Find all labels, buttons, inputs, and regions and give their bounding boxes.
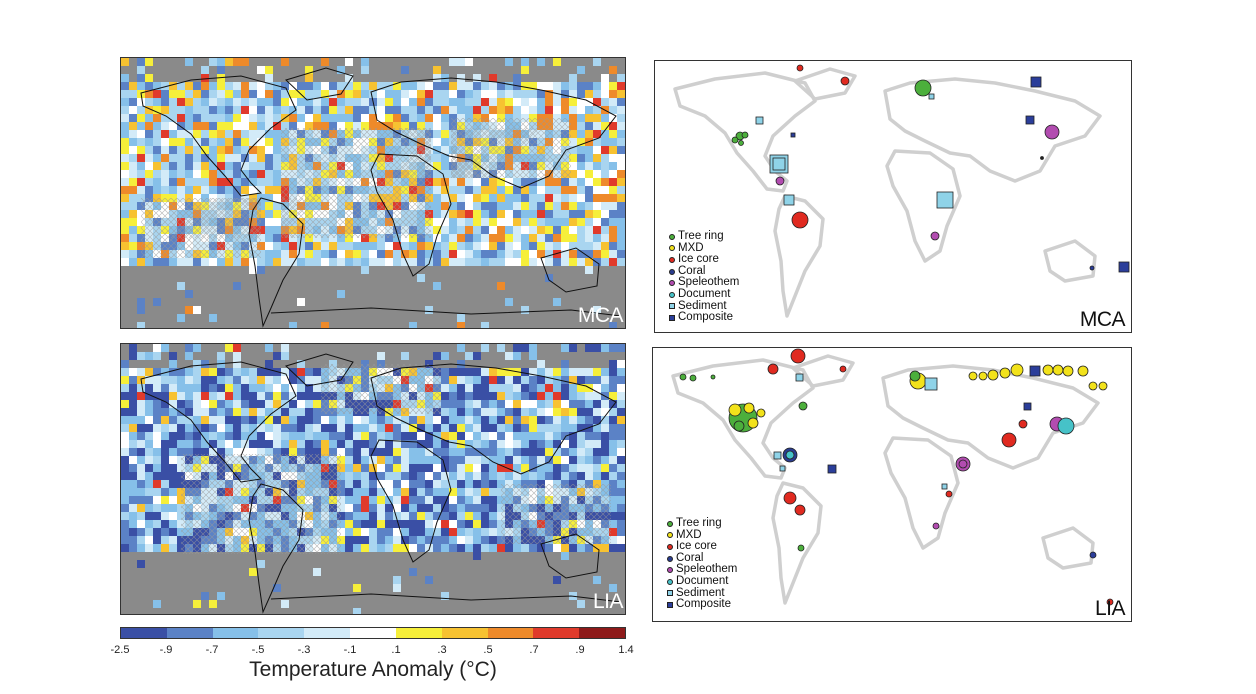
legend-symbol-icon bbox=[667, 567, 673, 574]
colorbar-tick-label: .3 bbox=[437, 644, 447, 656]
legend-item: Speleothem bbox=[669, 277, 739, 289]
proxy-sites-mca bbox=[673, 64, 1130, 318]
world-land-outline bbox=[671, 354, 1100, 605]
legend-symbol-icon bbox=[667, 520, 673, 527]
period-label-lia: LIA bbox=[592, 590, 624, 613]
colorbar-swatch bbox=[350, 628, 396, 638]
colorbar-tick-label: 1.4 bbox=[618, 644, 634, 656]
legend-item: Composite bbox=[669, 312, 739, 324]
legend-label: Sediment bbox=[678, 299, 727, 312]
legend-symbol-icon bbox=[669, 314, 675, 321]
colorbar-ticks: -2.5 -.9 -.7 -.5 -.3 -.1 .1 .3 .5 .7 .9 1.4 bbox=[111, 644, 634, 658]
world-land-outline bbox=[673, 67, 1102, 318]
legend-symbol-icon bbox=[669, 280, 675, 287]
anomaly-map-mca: MCA bbox=[120, 57, 626, 329]
legend-item: Composite bbox=[667, 599, 737, 611]
legend-item: MXD bbox=[667, 528, 737, 542]
proxy-legend-lia: Tree ring MXD Ice core Coral Speleothem Docum… bbox=[667, 517, 737, 611]
colorbar-swatch bbox=[258, 628, 305, 638]
legend-item: Document bbox=[667, 574, 737, 588]
colorbar-tick-label: -.3 bbox=[297, 644, 311, 656]
colorbar-swatch bbox=[533, 628, 580, 638]
period-label-proxy-mca: MCA bbox=[1079, 308, 1126, 331]
legend-label: Coral bbox=[678, 264, 706, 277]
legend-symbol-icon bbox=[669, 291, 675, 298]
legend-symbol-icon bbox=[667, 555, 673, 562]
anomaly-cells bbox=[121, 58, 625, 328]
colorbar-tick-label: -2.5 bbox=[110, 644, 130, 656]
legend-label: Composite bbox=[676, 598, 731, 611]
colorbar-tick-label: -.9 bbox=[159, 644, 173, 656]
legend-symbol-icon bbox=[667, 532, 673, 539]
legend-label: Document bbox=[678, 287, 731, 300]
legend-symbol-icon bbox=[667, 578, 673, 585]
colorbar-tick-label: .1 bbox=[391, 644, 401, 656]
coastline-outline bbox=[140, 353, 622, 614]
legend-label: MXD bbox=[678, 241, 704, 254]
legend-symbol-icon bbox=[669, 233, 675, 240]
legend-label: Ice core bbox=[676, 540, 717, 553]
anomaly-grid-mca bbox=[121, 58, 625, 328]
proxy-legend-mca: Tree ring MXD Ice core Coral Speleothem Docum… bbox=[669, 230, 739, 324]
proxy-markers bbox=[679, 348, 1114, 606]
legend-symbol-icon bbox=[667, 601, 673, 608]
proxy-map-lia: Tree ring MXD Ice core Coral Speleothem Docum… bbox=[652, 347, 1132, 622]
legend-symbol-icon bbox=[669, 245, 675, 252]
legend-label: Tree ring bbox=[678, 230, 724, 242]
colorbar-swatch bbox=[121, 628, 167, 638]
legend-item: Sediment bbox=[667, 586, 737, 600]
legend-symbol-icon bbox=[667, 590, 673, 597]
legend-label: Document bbox=[676, 574, 729, 587]
proxy-markers bbox=[731, 64, 1130, 273]
legend-label: Sediment bbox=[676, 586, 725, 599]
legend-label: Composite bbox=[678, 311, 733, 324]
legend-item: Speleothem bbox=[667, 564, 737, 576]
colorbar-tick-label: .7 bbox=[529, 644, 539, 656]
colorbar-tick-label: -.5 bbox=[251, 644, 265, 656]
legend-symbol-icon bbox=[667, 543, 673, 550]
legend-item: Ice core bbox=[669, 254, 739, 266]
legend-label: MXD bbox=[676, 528, 702, 541]
colorbar-title: Temperature Anomaly (°C) bbox=[249, 658, 497, 681]
legend-item: MXD bbox=[669, 241, 739, 255]
legend-symbol-icon bbox=[669, 256, 675, 263]
anomaly-map-lia: LIA bbox=[120, 343, 626, 615]
colorbar-swatch bbox=[212, 628, 259, 638]
colorbar-swatch bbox=[166, 628, 213, 638]
colorbar-tick-label: .5 bbox=[483, 644, 493, 656]
legend-label: Ice core bbox=[678, 253, 719, 266]
colorbar-swatch bbox=[395, 628, 442, 638]
legend-item: Document bbox=[669, 287, 739, 301]
proxy-sites-lia bbox=[671, 348, 1114, 606]
temperature-colorbar bbox=[120, 627, 626, 639]
legend-symbol-icon bbox=[669, 303, 675, 310]
colorbar-swatch bbox=[487, 628, 534, 638]
legend-item: Coral bbox=[669, 264, 739, 278]
legend-item: Coral bbox=[667, 551, 737, 565]
colorbar-tick-label: -.7 bbox=[205, 644, 219, 656]
legend-item: Tree ring bbox=[667, 517, 737, 530]
anomaly-grid-lia bbox=[121, 344, 625, 614]
legend-label: Coral bbox=[676, 551, 704, 564]
legend-symbol-icon bbox=[669, 268, 675, 275]
legend-item: Ice core bbox=[667, 541, 737, 553]
legend-item: Tree ring bbox=[669, 230, 739, 243]
period-label-mca: MCA bbox=[577, 304, 624, 327]
colorbar-swatch bbox=[304, 628, 351, 638]
coastline-outline bbox=[140, 67, 622, 328]
colorbar-swatch bbox=[441, 628, 488, 638]
legend-item: Sediment bbox=[669, 299, 739, 313]
proxy-map-mca: Tree ring MXD Ice core Coral Speleothem Docum… bbox=[654, 60, 1132, 333]
colorbar-tick-label: .9 bbox=[575, 644, 585, 656]
period-label-proxy-lia: LIA bbox=[1094, 597, 1126, 620]
colorbar-swatch bbox=[579, 628, 625, 638]
legend-label: Speleothem bbox=[676, 563, 738, 576]
colorbar-tick-label: -.1 bbox=[343, 644, 357, 656]
legend-label: Speleothem bbox=[678, 276, 740, 289]
legend-label: Tree ring bbox=[676, 517, 722, 529]
